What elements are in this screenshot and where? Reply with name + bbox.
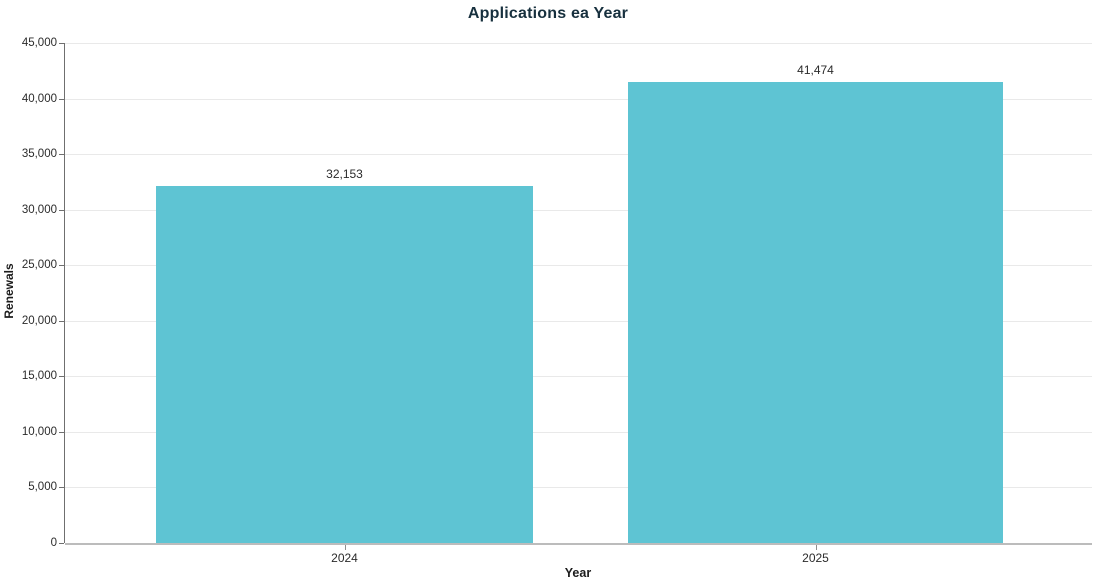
x-axis-line [65,543,1092,545]
gridline [65,98,1092,100]
y-axis-tick [59,209,64,211]
y-axis-tick [59,265,64,267]
gridline [65,154,1092,156]
x-axis-title: Year [564,566,592,580]
y-tick-label: 0 [50,537,57,549]
y-tick-label: 25,000 [21,259,57,272]
y-axis-tick [59,320,64,322]
chart-title: Applications ea Year [467,5,629,22]
y-axis-tick [59,376,64,378]
y-tick-label: 10,000 [21,425,57,438]
bar-value-label: 32,153 [326,166,363,181]
x-tick-label: 2025 [802,551,829,565]
gridline [65,376,1092,378]
x-tick-label: 2024 [331,551,358,565]
bar-2025 [628,82,1003,543]
y-tick-label: 20,000 [21,314,57,327]
bar-value-label: 41,474 [797,63,834,78]
y-axis-tick [59,154,64,156]
gridline [65,487,1092,489]
y-axis-line [64,43,65,543]
gridline [65,209,1092,211]
y-tick-label: 40,000 [21,92,57,105]
gridline [65,265,1092,267]
bar-2024 [156,185,533,543]
y-tick-label: 5,000 [28,481,57,494]
y-tick-label: 35,000 [21,148,57,161]
y-axis-tick [59,98,64,100]
y-tick-label: 30,000 [21,203,57,216]
y-axis-tick [59,543,64,544]
y-axis-tick-labels: 0 5,000 10,000 15,000 20,000 25,000 30,000 35,0… [0,37,57,549]
y-tick-label: 15,000 [21,370,57,383]
x-axis-tick [344,545,346,550]
y-axis-tick [59,43,64,44]
plot-area: 32,153 2024 41,474 2025 [59,43,1092,565]
y-axis-tick [59,487,64,489]
y-axis-tick [59,431,64,433]
gridline [65,431,1092,433]
gridline [65,43,1092,44]
y-tick-label: 45,000 [21,37,57,49]
gridline [65,320,1092,322]
x-axis-tick [815,545,817,550]
